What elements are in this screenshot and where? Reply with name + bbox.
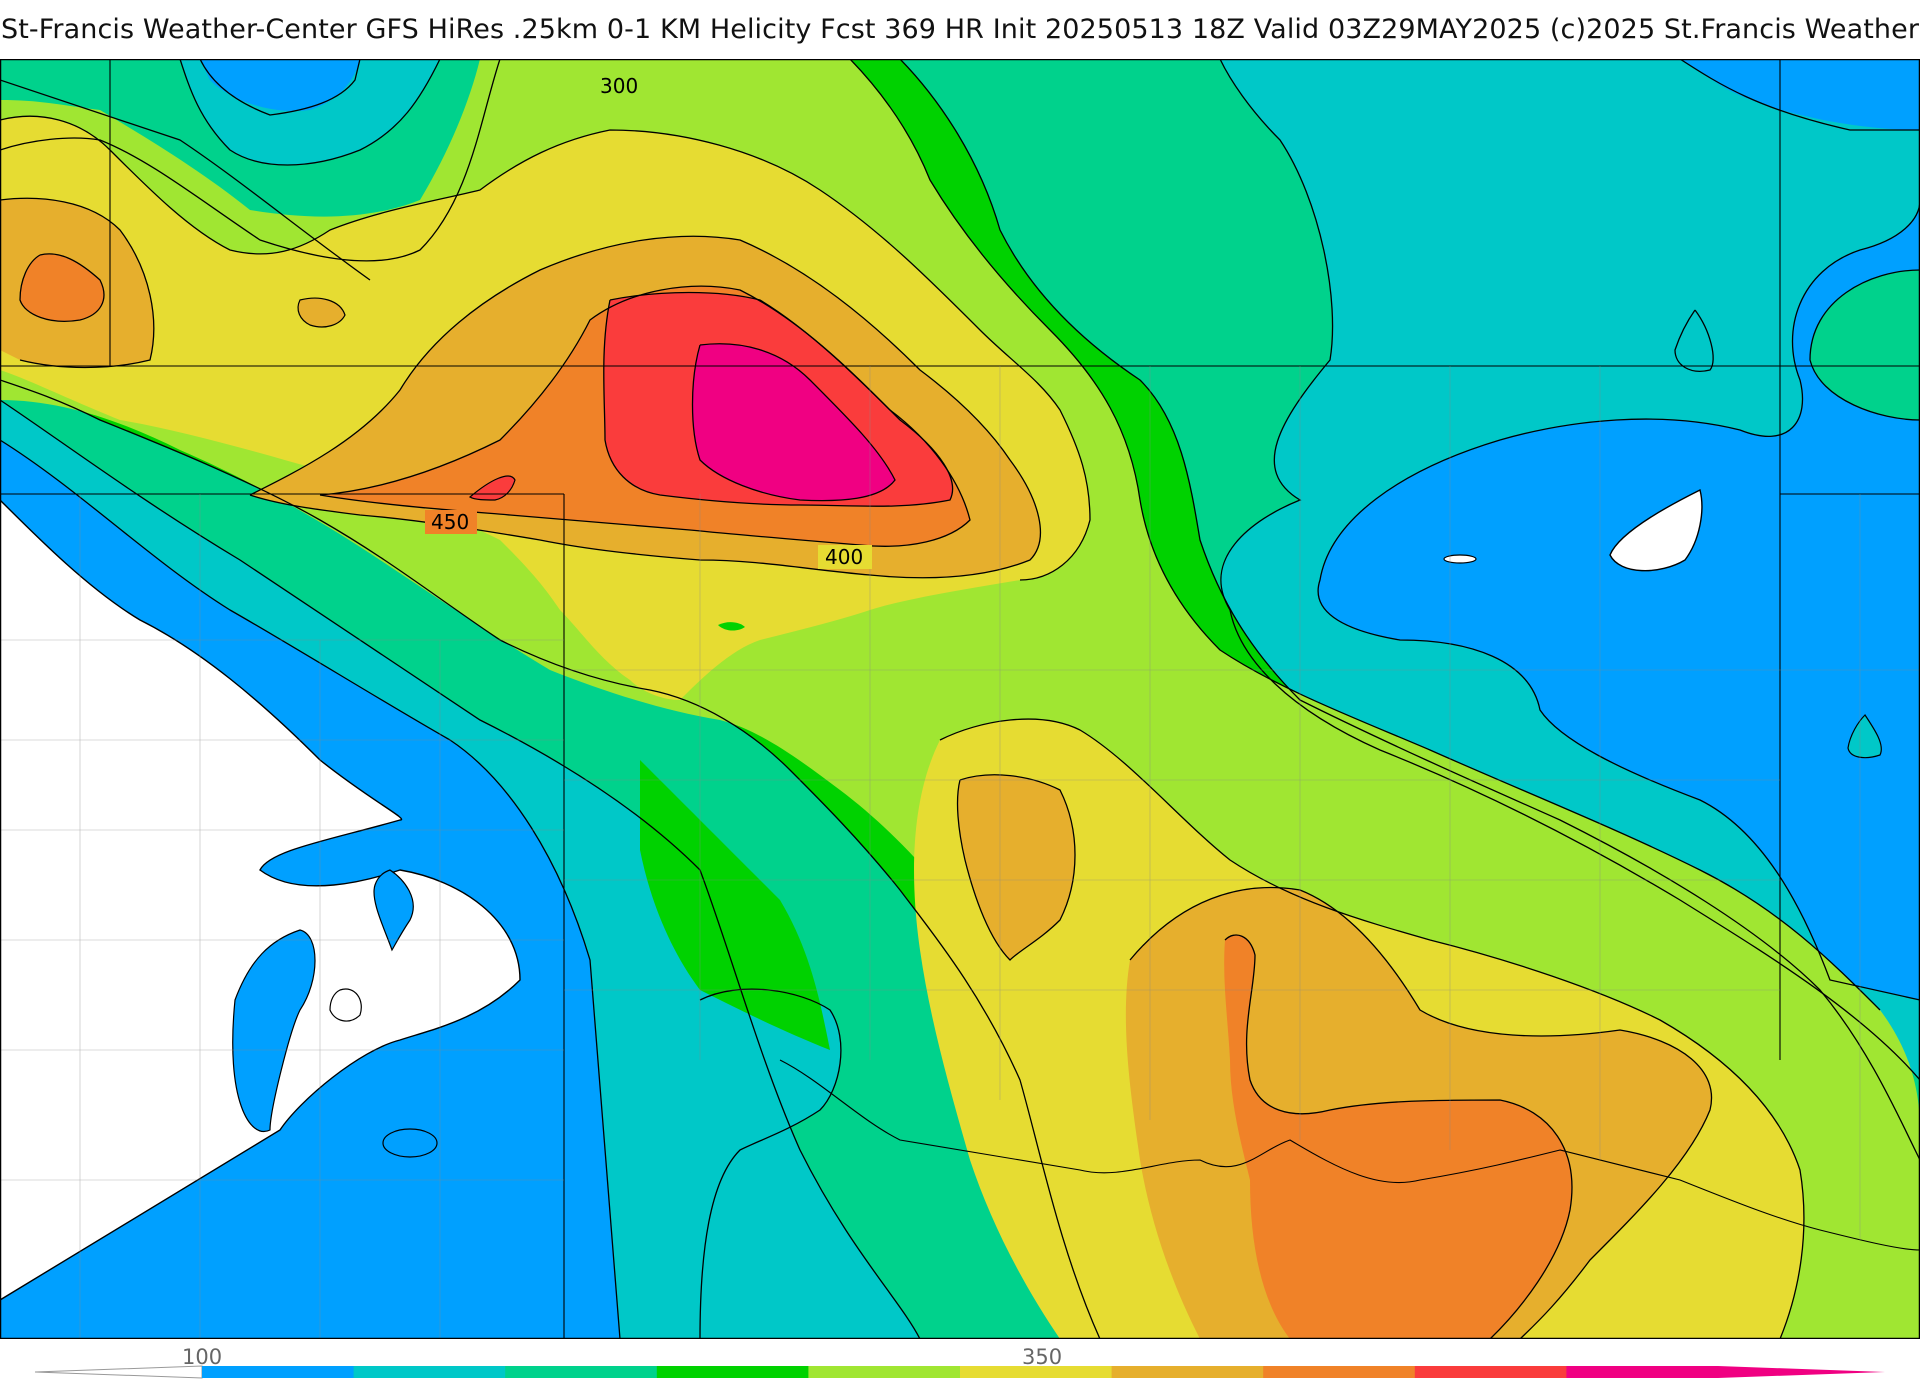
contour-band-blue-north [200, 59, 360, 111]
contour-band-teal-south [640, 989, 841, 1339]
state-boundaries [0, 59, 1920, 1339]
contour-line [603, 291, 954, 507]
contour-band-blue-east [1318, 59, 1920, 1000]
colorbar-segment [1263, 1366, 1416, 1378]
contour-line [319, 285, 971, 547]
contour-line [956, 774, 1076, 961]
colorbar-segment [1111, 1366, 1264, 1378]
colorbar [34, 1365, 1885, 1379]
colorbar-segment [505, 1366, 658, 1378]
contour-band-green-south-pocket [640, 760, 830, 1050]
colorbar-under-arrow [34, 1365, 203, 1379]
contour-line [849, 59, 1881, 1011]
contour-band-white-southwest-hole [329, 988, 362, 1022]
contour-band-teal-east-spot2 [1847, 714, 1882, 759]
contour-line [19, 253, 105, 322]
colorbar-segment [656, 1366, 809, 1378]
contour-label-bg [593, 74, 647, 98]
map-title: St-Francis Weather-Center GFS HiRes .25k… [0, 14, 1920, 45]
contour-line [939, 718, 1805, 1339]
contour-lines [0, 59, 1920, 1339]
contour-line [1674, 309, 1714, 372]
colorbar-segment [960, 1366, 1113, 1378]
contour-band-blue-southwest-spot2 [382, 1128, 438, 1158]
contour-line [1224, 934, 1573, 1339]
colorbar-segments [202, 1366, 1719, 1378]
colorbar-segment [202, 1366, 355, 1378]
contour-band-gold-spot [297, 297, 346, 328]
state-border [779, 1059, 1920, 1251]
contour-band-magenta [692, 343, 895, 501]
colorbar-segment [353, 1366, 506, 1378]
contour-line [1317, 199, 1920, 1001]
contour-line [249, 235, 1042, 579]
contour-label-bg [818, 545, 872, 569]
contour-line [699, 988, 842, 1339]
contour-band-orange-south [1224, 935, 1572, 1339]
colorbar-over-arrow [1718, 1366, 1885, 1378]
helicity-map: 300 450 400 [0, 59, 1920, 1339]
contour-line [179, 59, 441, 166]
contour-line [0, 197, 155, 369]
colorbar-segment [1414, 1366, 1567, 1378]
contour-line [0, 399, 921, 1339]
contour-band-gold-south [957, 774, 1075, 960]
contour-line [0, 115, 1091, 581]
contour-band-teal-east-spot [1675, 310, 1714, 372]
contour-band-orange-west [20, 253, 104, 322]
contour-line [199, 59, 361, 116]
contour-line [1219, 59, 1920, 1081]
colorbar-tick-100: 100 [182, 1345, 223, 1369]
colorbar-segment [808, 1366, 961, 1378]
contour-line [0, 439, 621, 1339]
colorbar-tick-350: 350 [1022, 1345, 1063, 1369]
contour-line [1129, 886, 1713, 1339]
contour-line [0, 379, 1101, 1339]
contour-label-300: 300 [600, 74, 638, 98]
contour-line [1809, 269, 1920, 421]
county-boundaries [0, 366, 1920, 1339]
contour-line [1679, 59, 1920, 131]
contour-band-white-east [1609, 488, 1703, 572]
contour-line [691, 343, 896, 502]
contour-line [899, 59, 1920, 1161]
colorbar-segment [1566, 1366, 1719, 1378]
contour-band-blue-southwest-island [232, 929, 316, 1132]
contour-label-450: 450 [431, 510, 469, 534]
contour-line [0, 79, 371, 281]
contour-line [0, 59, 501, 262]
contour-band-green-east-patch [1810, 270, 1920, 420]
contour-band-blue-southwest-spot [373, 869, 414, 952]
contour-label-400: 400 [825, 545, 863, 569]
contour-band-green-spot [718, 622, 745, 631]
contour-band-white-east-small [1443, 554, 1477, 564]
contour-label-bg [425, 510, 477, 534]
contour-band-white-southwest [0, 499, 521, 1301]
